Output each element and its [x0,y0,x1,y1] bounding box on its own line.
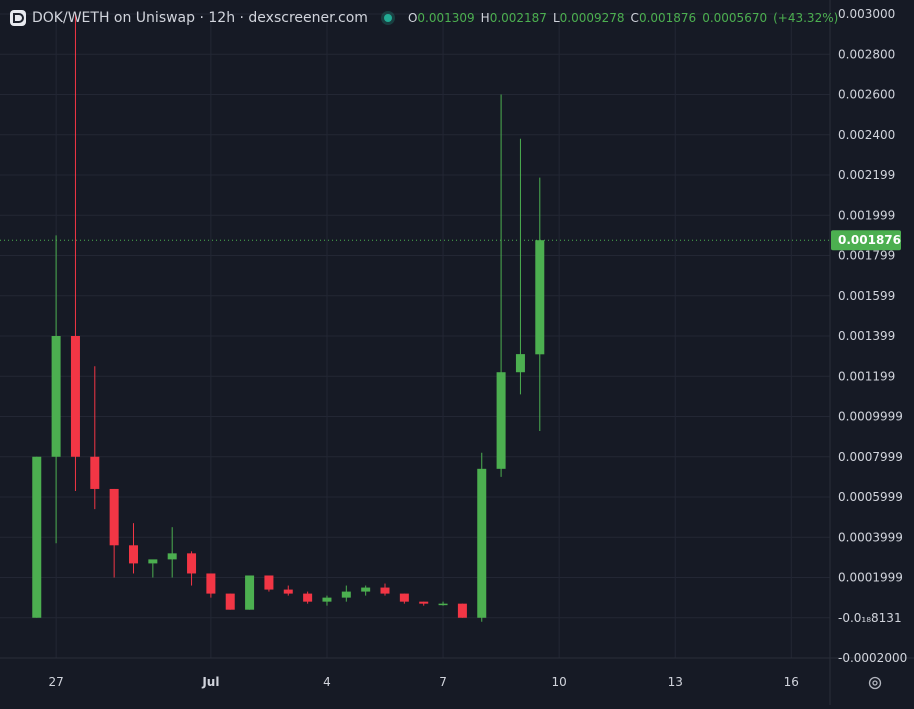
candle-body-up[interactable] [341,591,351,598]
candle-body-up[interactable] [32,456,42,618]
price-axis-label: 0.002400 [838,128,895,142]
time-axis-label: 7 [439,675,447,689]
price-axis-label: 0.001399 [838,329,895,343]
time-axis-label: 4 [323,675,331,689]
candle-body-down[interactable] [128,545,138,564]
price-axis-label: 0.001599 [838,289,895,303]
candle-body-down[interactable] [70,336,80,457]
change-value: 0.0005670 [702,11,768,25]
candle-body-down[interactable] [283,589,293,594]
candle-body-up[interactable] [322,597,332,602]
price-axis-label: 0.001199 [838,369,895,383]
time-axis-label: 13 [668,675,683,689]
close-value: 0.001876 [638,11,697,25]
time-axis-label: Jul [201,675,219,689]
candle-body-down[interactable] [90,456,100,489]
settings-button[interactable] [865,673,885,693]
time-axis-label: 27 [48,675,63,689]
price-axis-label: 0.002600 [838,88,895,102]
time-axis: 27 Jul 4 7 10 13 16 [48,675,798,689]
candle-body-down[interactable] [187,553,197,574]
candle-body-up[interactable] [477,468,487,618]
price-axis-label: -0.0₁₈8131 [838,611,902,625]
chart-legend: DOK/WETH on Uniswap · 12h · dexscreener.… [10,6,838,30]
last-price-label: 0.001876 [838,233,901,247]
candle-body-up[interactable] [438,603,448,606]
close-label: C [630,11,639,25]
price-axis-label: 0.002199 [838,168,895,182]
candle-body-down[interactable] [303,593,313,602]
last-price-marker: 0.001876 [0,230,901,251]
last-price-badge [831,230,901,251]
chart-title: DOK/WETH on Uniswap · 12h · dexscreener.… [32,10,368,26]
open-label: O [407,11,418,25]
candle-body-down[interactable] [206,573,216,594]
candle-body-up[interactable] [515,354,525,373]
price-axis: 0.003000 0.002800 0.002600 0.002400 0.002199… [838,7,907,665]
price-axis-label: 0.0003999 [838,530,903,544]
candles [32,14,545,622]
candle-body-up[interactable] [245,575,255,610]
gear-icon [868,676,882,690]
candle-body-down[interactable] [109,488,119,546]
price-axis-label: 0.0009999 [838,410,903,424]
candle-body-up[interactable] [496,372,506,469]
candle-body-down[interactable] [457,603,467,618]
candle-body-up[interactable] [535,240,545,355]
change-percent: (+43.32%) [773,11,839,25]
price-axis-label: 0.003000 [838,7,895,21]
live-status-icon [383,14,392,22]
price-axis-label: 0.001999 [838,208,895,222]
candle-body-down[interactable] [419,601,429,604]
time-axis-label: 10 [551,675,566,689]
low-label: L [552,11,560,25]
dexscreener-logo-icon [10,10,26,26]
price-axis-label: 0.002800 [838,47,895,61]
high-label: H [480,11,490,25]
candle-body-down[interactable] [225,593,235,610]
price-axis-label: -0.0002000 [838,651,907,665]
candle-body-down[interactable] [399,593,409,602]
price-axis-label: 0.0007999 [838,450,903,464]
candle-body-up[interactable] [361,587,371,592]
ohlc-values: O0.001309 H0.002187 L0.0009278 C0.001876… [408,11,838,25]
candle-body-down[interactable] [264,575,274,590]
open-value: 0.001309 [417,11,475,25]
time-axis-label: 16 [784,675,799,689]
candle-body-up[interactable] [167,553,177,560]
candle-body-up[interactable] [51,336,61,457]
price-axis-label: 0.001799 [838,249,895,263]
price-axis-label: 0.0001999 [838,571,903,585]
price-axis-label: 0.0005999 [838,490,903,504]
candle-body-up[interactable] [148,559,158,564]
high-value: 0.002187 [489,11,547,25]
candle-body-down[interactable] [380,587,390,594]
low-value: 0.0009278 [559,11,625,25]
